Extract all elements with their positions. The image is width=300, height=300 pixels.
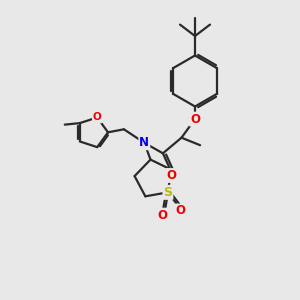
Text: O: O bbox=[176, 204, 186, 218]
Text: O: O bbox=[166, 169, 176, 182]
Text: S: S bbox=[164, 186, 172, 199]
Text: O: O bbox=[158, 208, 167, 222]
Text: O: O bbox=[93, 112, 102, 122]
Text: N: N bbox=[139, 136, 149, 149]
Text: O: O bbox=[190, 112, 200, 126]
